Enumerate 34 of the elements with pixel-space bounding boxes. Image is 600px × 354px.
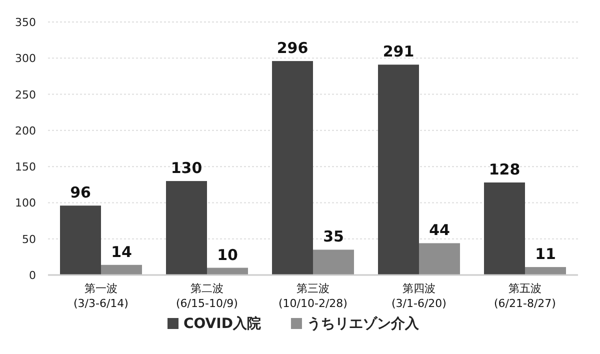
data-label: 128 xyxy=(488,160,520,178)
x-tick-label: 第五波 (6/21-8/27) xyxy=(494,282,556,310)
data-label: 96 xyxy=(70,184,91,202)
bar xyxy=(525,267,566,275)
x-tick-label: 第一波 (3/3-6/14) xyxy=(74,282,128,310)
data-label: 35 xyxy=(323,228,344,246)
bar xyxy=(313,250,354,275)
bar xyxy=(419,243,460,275)
bar xyxy=(207,268,248,275)
y-tick-label: 250 xyxy=(15,88,36,102)
x-tick-label: 第四波 (3/1-6/20) xyxy=(392,282,446,310)
data-label: 11 xyxy=(535,245,556,264)
data-label: 10 xyxy=(217,246,238,264)
data-label: 291 xyxy=(382,42,414,61)
y-tick-label: 50 xyxy=(22,232,36,246)
y-tick-label: 200 xyxy=(15,124,36,138)
data-label: 14 xyxy=(111,242,132,261)
data-label: 44 xyxy=(429,221,450,240)
y-tick-label: 300 xyxy=(15,52,36,66)
bar xyxy=(484,182,525,275)
y-tick-label: 0 xyxy=(29,269,36,282)
x-tick-label: 第三波 (10/10-2/28) xyxy=(278,282,348,310)
x-tick-label: 第二波 (6/15-10/9) xyxy=(176,282,238,310)
data-label: 296 xyxy=(276,39,308,58)
y-tick-label: 150 xyxy=(15,160,36,174)
legend-label: COVID入院 xyxy=(184,315,261,332)
y-tick-label: 100 xyxy=(15,196,36,210)
y-tick-label: 350 xyxy=(15,16,36,29)
bar xyxy=(60,206,101,275)
bar xyxy=(166,181,207,275)
data-label: 130 xyxy=(170,159,202,178)
bar xyxy=(272,61,313,275)
bar xyxy=(378,64,419,275)
bar xyxy=(101,264,142,275)
